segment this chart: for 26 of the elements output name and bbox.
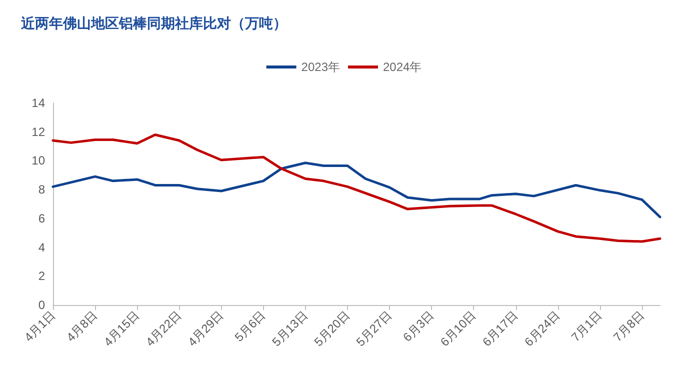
x-tick-label: 5月13日 bbox=[269, 308, 310, 350]
y-tick-label: 6 bbox=[38, 211, 46, 226]
x-tick-label: 4月29日 bbox=[185, 308, 226, 350]
x-tick-label: 5月6日 bbox=[232, 308, 268, 344]
x-tick-label: 4月8日 bbox=[64, 308, 100, 344]
x-tick-label: 4月22日 bbox=[143, 308, 184, 350]
y-tick-label: 4 bbox=[38, 240, 46, 254]
line-series bbox=[52, 133, 662, 243]
x-tick-label: 5月20日 bbox=[311, 308, 352, 350]
y-tick-label: 14 bbox=[32, 96, 46, 110]
x-tick-label: 6月3日 bbox=[400, 308, 437, 344]
x-tick-label: 6月17日 bbox=[480, 308, 521, 350]
x-tick-label: 7月8日 bbox=[610, 308, 647, 344]
x-tick-label: 6月24日 bbox=[522, 308, 563, 350]
y-tick-label: 8 bbox=[38, 182, 46, 197]
legend-label: 2024年 bbox=[383, 60, 422, 74]
line-series bbox=[52, 162, 662, 218]
x-tick-label: 7月1日 bbox=[568, 308, 605, 344]
x-tick-label: 6月10日 bbox=[438, 308, 479, 350]
x-tick-label: 4月15日 bbox=[101, 308, 142, 350]
legend-label: 2023年 bbox=[301, 60, 340, 74]
y-tick-label: 10 bbox=[32, 154, 46, 168]
y-tick-label: 12 bbox=[32, 124, 46, 139]
chart-title: 近两年佛山地区铝棒同期社库比对（万吨） bbox=[20, 15, 287, 32]
x-tick-label: 5月27日 bbox=[353, 308, 395, 350]
y-tick-label: 2 bbox=[38, 269, 46, 284]
